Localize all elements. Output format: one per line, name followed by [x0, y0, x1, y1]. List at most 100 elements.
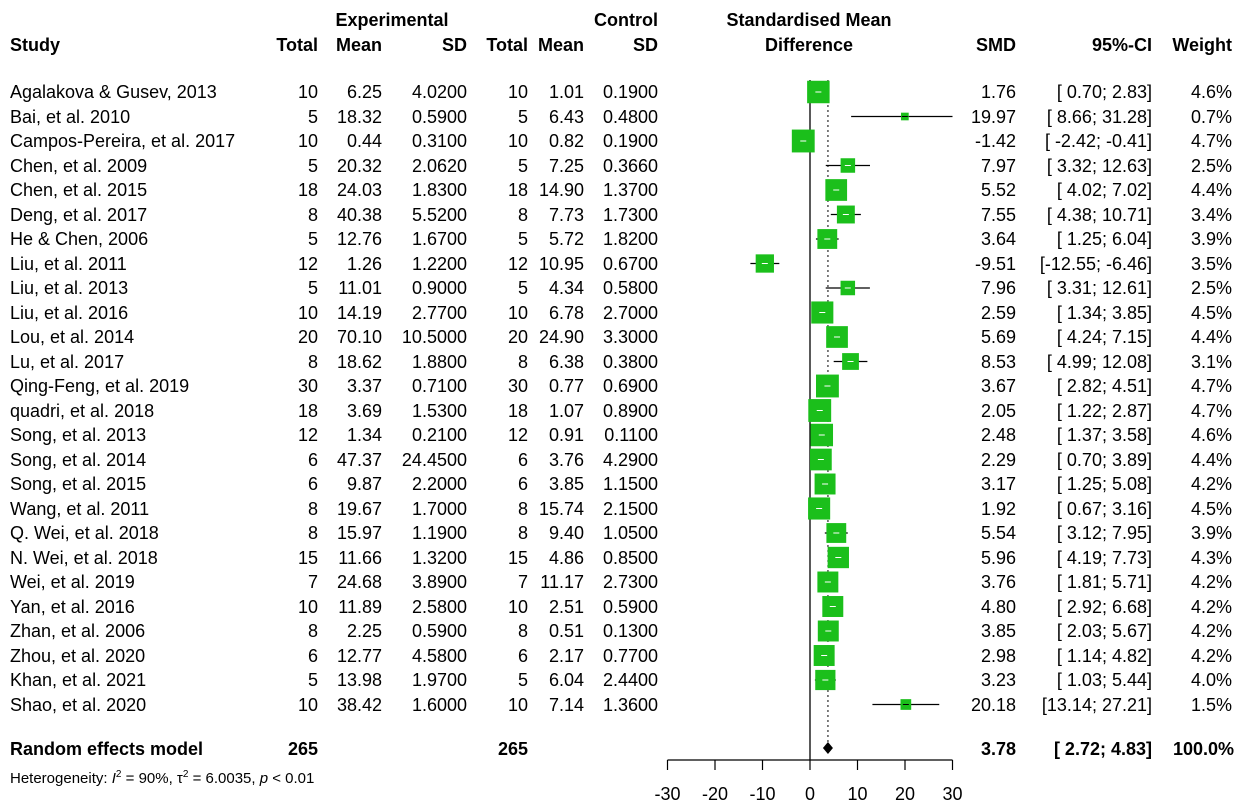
control-total: 5	[517, 670, 528, 690]
control-sd-header: SD	[632, 35, 658, 55]
x-axis-tick-label: 20	[895, 784, 915, 804]
smd-value: 7.96	[980, 278, 1016, 298]
experimental-total: 5	[307, 155, 318, 176]
study-name: Zhou, et al. 2020	[10, 645, 146, 666]
experimental-mean: 40.38	[336, 204, 382, 225]
experimental-mean: 15.97	[336, 523, 382, 543]
experimental-mean: 3.69	[346, 400, 382, 421]
study-name: Liu, et al. 2011	[10, 253, 127, 274]
study-name: Wang, et al. 2011	[10, 498, 150, 519]
ci-value: [ 1.14; 4.82]	[1056, 645, 1152, 666]
control-sd: 0.3800	[602, 351, 658, 372]
ci-value: [-12.55; -6.46]	[1039, 253, 1152, 274]
weight-value: 4.3%	[1190, 547, 1232, 568]
experimental-total: 10	[297, 596, 318, 617]
ci-column-header: 95%-CI	[1091, 35, 1152, 55]
experimental-sd: 0.5900	[411, 621, 467, 641]
x-axis-tick-label: 30	[942, 784, 962, 804]
control-mean: 3.76	[548, 449, 584, 470]
control-total: 6	[517, 449, 528, 470]
experimental-mean: 24.68	[336, 572, 382, 592]
experimental-mean: 2.25	[346, 621, 382, 641]
experimental-total: 10	[297, 302, 318, 323]
control-mean: 4.86	[548, 547, 584, 568]
smd-value: 2.05	[980, 400, 1016, 421]
control-mean: 10.95	[538, 253, 584, 274]
smd-value: 1.76	[980, 82, 1016, 102]
study-name: Chen, et al. 2015	[10, 180, 148, 200]
ci-value: [ 1.81; 5.71]	[1056, 572, 1152, 592]
smd-value: 19.97	[970, 106, 1016, 127]
experimental-sd: 1.9700	[411, 670, 467, 690]
control-sd: 2.7300	[602, 572, 658, 592]
experimental-total: 8	[307, 351, 318, 372]
experimental-mean: 20.32	[336, 155, 382, 176]
control-sd: 1.7300	[602, 204, 658, 225]
control-mean: 7.25	[548, 155, 584, 176]
study-name: He & Chen, 2006	[10, 229, 149, 249]
weight-value: 4.2%	[1190, 645, 1232, 666]
smd-header-line2: Difference	[764, 35, 854, 55]
experimental-sd: 0.3100	[411, 131, 467, 151]
control-sd: 1.3600	[602, 694, 658, 715]
control-total: 10	[507, 82, 528, 102]
smd-value: 3.76	[980, 572, 1016, 592]
control-sd: 1.3700	[602, 180, 658, 200]
weight-value: 4.7%	[1190, 376, 1232, 396]
experimental-sd: 1.5300	[411, 400, 467, 421]
experimental-total: 18	[297, 180, 318, 200]
experimental-total: 18	[297, 400, 318, 421]
control-total: 5	[517, 278, 528, 298]
experimental-sd: 3.8900	[411, 572, 467, 592]
control-mean: 6.38	[548, 351, 584, 372]
weight-value: 1.5%	[1190, 694, 1232, 715]
ci-value: [ 4.19; 7.73]	[1056, 547, 1152, 568]
experimental-sd: 1.6000	[411, 694, 467, 715]
smd-value: -9.51	[974, 253, 1016, 274]
weight-value: 4.7%	[1190, 400, 1232, 421]
study-name: Deng, et al. 2017	[10, 204, 148, 225]
experimental-sd: 1.3200	[411, 547, 467, 568]
study-column-header: Study	[10, 35, 61, 55]
control-mean: 2.17	[548, 645, 584, 666]
control-sd: 1.0500	[602, 523, 658, 543]
experimental-sd: 2.2000	[411, 474, 467, 494]
control-group-header: Control	[594, 10, 658, 30]
experimental-total: 30	[297, 376, 318, 396]
experimental-mean: 6.25	[346, 82, 382, 102]
experimental-sd: 24.4500	[401, 449, 467, 470]
control-mean: 1.01	[548, 82, 584, 102]
experimental-mean: 38.42	[336, 694, 382, 715]
experimental-sd: 5.5200	[411, 204, 467, 225]
control-total: 30	[507, 376, 528, 396]
ci-value: [ 4.24; 7.15]	[1056, 327, 1152, 347]
study-name: Khan, et al. 2021	[10, 670, 147, 690]
smd-header-line1: Standardised Mean	[726, 10, 892, 30]
study-name: Song, et al. 2013	[10, 425, 147, 445]
experimental-sd: 1.8800	[411, 351, 467, 372]
control-total: 18	[507, 180, 528, 200]
summary-label: Random effects model	[10, 739, 204, 759]
weight-value: 4.6%	[1190, 425, 1232, 445]
control-sd: 0.4800	[602, 106, 658, 127]
control-total: 5	[517, 229, 528, 249]
control-total: 8	[517, 204, 528, 225]
heterogeneity-statistics: Heterogeneity: I2 = 90%, τ2 = 6.0035, p …	[10, 769, 315, 787]
control-mean: 7.73	[548, 204, 584, 225]
experimental-total: 8	[307, 523, 318, 543]
x-axis-tick-label: -20	[702, 784, 728, 804]
control-total: 12	[507, 425, 528, 445]
smd-value: 3.64	[980, 229, 1016, 249]
control-total: 18	[507, 400, 528, 421]
x-axis-tick-label: -10	[749, 784, 775, 804]
weight-value: 0.7%	[1190, 106, 1232, 127]
study-name: Liu, et al. 2016	[10, 302, 129, 323]
weight-value: 3.4%	[1190, 204, 1232, 225]
weight-value: 4.0%	[1190, 670, 1232, 690]
x-axis-tick-label: -30	[654, 784, 680, 804]
ci-value: [ 2.82; 4.51]	[1056, 376, 1152, 396]
weight-value: 3.1%	[1190, 351, 1232, 372]
study-name: Lou, et al. 2014	[10, 327, 135, 347]
control-mean: 4.34	[548, 278, 584, 298]
